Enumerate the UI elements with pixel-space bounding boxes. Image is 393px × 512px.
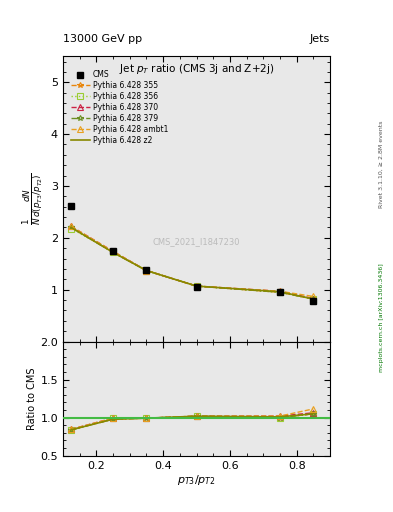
Pythia 6.428 370 bbox=[311, 295, 316, 302]
Pythia 6.428 379 bbox=[311, 296, 316, 302]
Y-axis label: $\frac{1}{N}\frac{dN}{d(p_{T3}/p_{T2})}$: $\frac{1}{N}\frac{dN}{d(p_{T3}/p_{T2})}$ bbox=[22, 173, 45, 225]
Text: Jets: Jets bbox=[310, 33, 330, 44]
Pythia 6.428 356 bbox=[144, 267, 149, 273]
Line: Pythia 6.428 356: Pythia 6.428 356 bbox=[68, 226, 316, 302]
Line: Pythia 6.428 z2: Pythia 6.428 z2 bbox=[71, 227, 314, 299]
Pythia 6.428 356 bbox=[69, 225, 73, 231]
CMS bbox=[69, 203, 73, 209]
Pythia 6.428 355 bbox=[311, 296, 316, 302]
Pythia 6.428 356 bbox=[194, 283, 199, 289]
Pythia 6.428 ambt1 bbox=[111, 248, 116, 254]
Text: CMS_2021_I1847230: CMS_2021_I1847230 bbox=[153, 237, 240, 246]
Pythia 6.428 ambt1 bbox=[144, 267, 149, 273]
Pythia 6.428 z2 bbox=[144, 267, 149, 273]
Text: Jet $p_T$ ratio (CMS 3j and Z+2j): Jet $p_T$ ratio (CMS 3j and Z+2j) bbox=[119, 62, 274, 76]
Pythia 6.428 ambt1 bbox=[194, 283, 199, 289]
Line: CMS: CMS bbox=[68, 202, 317, 305]
Pythia 6.428 370 bbox=[194, 283, 199, 289]
CMS bbox=[144, 267, 149, 273]
Y-axis label: Ratio to CMS: Ratio to CMS bbox=[28, 368, 37, 430]
X-axis label: $p_{T3}/p_{T2}$: $p_{T3}/p_{T2}$ bbox=[177, 473, 216, 487]
Pythia 6.428 ambt1 bbox=[69, 223, 73, 229]
Pythia 6.428 z2 bbox=[278, 289, 283, 295]
Pythia 6.428 379 bbox=[111, 249, 116, 255]
Legend: CMS, Pythia 6.428 355, Pythia 6.428 356, Pythia 6.428 370, Pythia 6.428 379, Pyt: CMS, Pythia 6.428 355, Pythia 6.428 356,… bbox=[70, 69, 170, 146]
Pythia 6.428 z2 bbox=[111, 249, 116, 255]
Line: Pythia 6.428 355: Pythia 6.428 355 bbox=[68, 225, 316, 302]
Pythia 6.428 356 bbox=[111, 249, 116, 255]
Line: Pythia 6.428 379: Pythia 6.428 379 bbox=[68, 225, 316, 302]
Pythia 6.428 370 bbox=[278, 288, 283, 294]
Pythia 6.428 ambt1 bbox=[311, 293, 316, 300]
Text: 13000 GeV pp: 13000 GeV pp bbox=[63, 33, 142, 44]
Pythia 6.428 370 bbox=[69, 223, 73, 229]
Pythia 6.428 370 bbox=[111, 248, 116, 254]
Pythia 6.428 z2 bbox=[69, 224, 73, 230]
Text: Rivet 3.1.10, ≥ 2.8M events: Rivet 3.1.10, ≥ 2.8M events bbox=[379, 120, 384, 207]
Pythia 6.428 379 bbox=[278, 289, 283, 295]
Line: Pythia 6.428 370: Pythia 6.428 370 bbox=[68, 224, 316, 301]
Pythia 6.428 379 bbox=[194, 283, 199, 289]
Pythia 6.428 ambt1 bbox=[278, 288, 283, 294]
CMS bbox=[311, 298, 316, 304]
Pythia 6.428 379 bbox=[69, 224, 73, 230]
Pythia 6.428 355 bbox=[278, 289, 283, 295]
Pythia 6.428 356 bbox=[311, 296, 316, 302]
CMS bbox=[278, 289, 283, 295]
Pythia 6.428 355 bbox=[111, 249, 116, 255]
Pythia 6.428 355 bbox=[69, 224, 73, 230]
Text: mcplots.cern.ch [arXiv:1306.3436]: mcplots.cern.ch [arXiv:1306.3436] bbox=[379, 263, 384, 372]
Pythia 6.428 z2 bbox=[194, 283, 199, 289]
CMS bbox=[194, 284, 199, 290]
Pythia 6.428 355 bbox=[194, 283, 199, 289]
Pythia 6.428 356 bbox=[278, 289, 283, 295]
Pythia 6.428 z2 bbox=[311, 296, 316, 302]
Pythia 6.428 379 bbox=[144, 267, 149, 273]
Pythia 6.428 355 bbox=[144, 267, 149, 273]
CMS bbox=[111, 248, 116, 254]
Pythia 6.428 370 bbox=[144, 267, 149, 273]
Line: Pythia 6.428 ambt1: Pythia 6.428 ambt1 bbox=[68, 224, 316, 299]
